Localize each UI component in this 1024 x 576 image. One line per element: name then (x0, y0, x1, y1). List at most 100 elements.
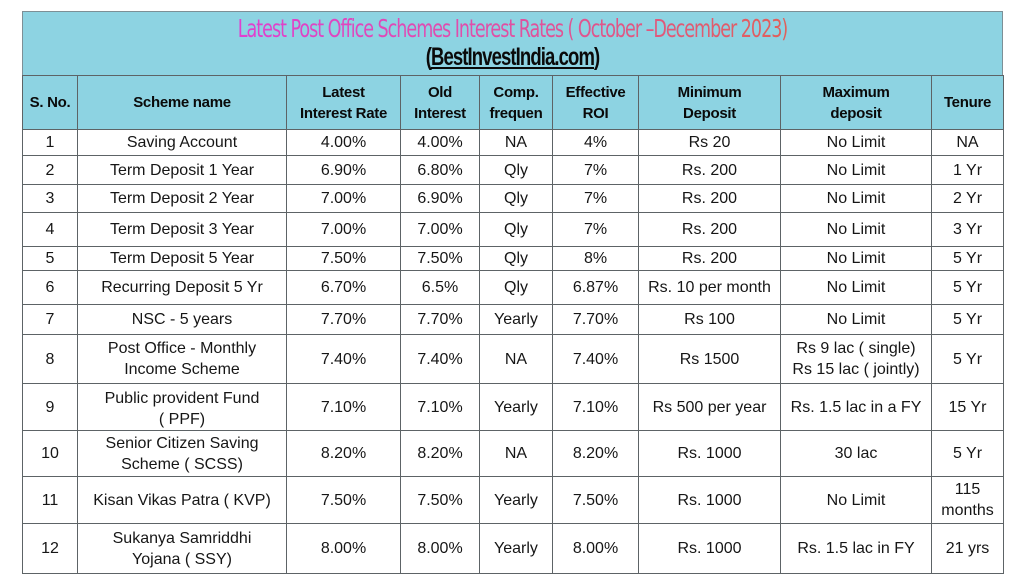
cell-sno: 4 (22, 212, 78, 247)
page-title-text: Latest Post Office Schemes Interest Rate… (237, 14, 788, 43)
table-row: 2 Term Deposit 1 Year 6.90% 6.80% Qly 7%… (22, 155, 1004, 185)
cell-sno: 5 (22, 246, 78, 271)
cell-old-interest: 7.10% (400, 383, 480, 431)
cell-latest-rate: 8.00% (286, 523, 401, 574)
column-header-old-interest: Old Interest (400, 75, 480, 130)
cell-scheme: Term Deposit 2 Year (77, 184, 287, 213)
cell-latest-rate: 6.70% (286, 270, 401, 305)
cell-maximum-deposit: No Limit (780, 476, 932, 524)
cell-maximum-deposit: No Limit (780, 270, 932, 305)
cell-comp-frequency: Qly (479, 212, 553, 247)
table-row: 5 Term Deposit 5 Year 7.50% 7.50% Qly 8%… (22, 246, 1004, 271)
cell-minimum-deposit: Rs. 1000 (638, 476, 781, 524)
cell-minimum-deposit: Rs 20 (638, 129, 781, 156)
cell-old-interest: 7.00% (400, 212, 480, 247)
cell-sno: 12 (22, 523, 78, 574)
table-row: 12 Sukanya Samriddhi Yojana ( SSY) 8.00% … (22, 523, 1004, 574)
cell-effective-roi: 7% (552, 184, 639, 213)
cell-scheme: Saving Account (77, 129, 287, 156)
cell-old-interest: 4.00% (400, 129, 480, 156)
page-title: Latest Post Office Schemes Interest Rate… (131, 15, 895, 43)
cell-latest-rate: 8.20% (286, 430, 401, 477)
cell-old-interest: 7.40% (400, 334, 480, 384)
cell-sno: 7 (22, 304, 78, 335)
cell-maximum-deposit: No Limit (780, 212, 932, 247)
cell-tenure: NA (931, 129, 1004, 156)
cell-scheme: Term Deposit 5 Year (77, 246, 287, 271)
cell-maximum-deposit: No Limit (780, 129, 932, 156)
cell-minimum-deposit: Rs 500 per year (638, 383, 781, 431)
cell-scheme: Public provident Fund( PPF) (77, 383, 287, 431)
table-row: 4 Term Deposit 3 Year 7.00% 7.00% Qly 7%… (22, 212, 1004, 247)
cell-tenure: 21 yrs (931, 523, 1004, 574)
cell-comp-frequency: Yearly (479, 304, 553, 335)
cell-tenure: 1 Yr (931, 155, 1004, 185)
cell-effective-roi: 8% (552, 246, 639, 271)
column-header-maximum-deposit: Maximum deposit (780, 75, 932, 130)
table-row: 6 Recurring Deposit 5 Yr 6.70% 6.5% Qly … (22, 270, 1004, 305)
cell-old-interest: 6.80% (400, 155, 480, 185)
cell-scheme: Kisan Vikas Patra ( KVP) (77, 476, 287, 524)
cell-latest-rate: 7.00% (286, 212, 401, 247)
cell-comp-frequency: Qly (479, 270, 553, 305)
subtitle-close-paren: ) (594, 43, 600, 71)
cell-old-interest: 8.20% (400, 430, 480, 477)
site-name-link[interactable]: BestInvestIndia.com (430, 43, 595, 71)
cell-sno: 11 (22, 476, 78, 524)
cell-comp-frequency: Qly (479, 184, 553, 213)
cell-minimum-deposit: Rs. 1000 (638, 523, 781, 574)
table-row: 1 Saving Account 4.00% 4.00% NA 4% Rs 20… (22, 129, 1004, 156)
cell-latest-rate: 7.00% (286, 184, 401, 213)
cell-old-interest: 8.00% (400, 523, 480, 574)
cell-old-interest: 7.70% (400, 304, 480, 335)
cell-tenure: 3 Yr (931, 212, 1004, 247)
cell-effective-roi: 8.20% (552, 430, 639, 477)
cell-old-interest: 7.50% (400, 476, 480, 524)
subtitle-open-paren: ( (425, 43, 432, 71)
interest-rates-table: S. No. Scheme name Latest Interest Rate O… (22, 75, 1004, 574)
cell-effective-roi: 7.40% (552, 334, 639, 384)
cell-maximum-deposit: Rs. 1.5 lac in a FY (780, 383, 932, 431)
cell-sno: 2 (22, 155, 78, 185)
cell-tenure: 115 months (931, 476, 1004, 524)
cell-latest-rate: 7.70% (286, 304, 401, 335)
cell-effective-roi: 7.50% (552, 476, 639, 524)
cell-maximum-deposit: 30 lac (780, 430, 932, 477)
cell-sno: 1 (22, 129, 78, 156)
cell-tenure: 5 Yr (931, 270, 1004, 305)
table-row: 10 Senior Citizen Saving Scheme ( SCSS) 8… (22, 430, 1004, 477)
cell-minimum-deposit: Rs 100 (638, 304, 781, 335)
cell-tenure: 5 Yr (931, 334, 1004, 384)
cell-scheme: Term Deposit 1 Year (77, 155, 287, 185)
cell-scheme: NSC - 5 years (77, 304, 287, 335)
cell-scheme: Post Office - Monthly Income Scheme (77, 334, 287, 384)
cell-sno: 9 (22, 383, 78, 431)
cell-minimum-deposit: Rs. 200 (638, 212, 781, 247)
cell-maximum-deposit: Rs. 1.5 lac in FY (780, 523, 932, 574)
cell-comp-frequency: Yearly (479, 523, 553, 574)
table-row: 7 NSC - 5 years 7.70% 7.70% Yearly 7.70%… (22, 304, 1004, 335)
cell-old-interest: 6.5% (400, 270, 480, 305)
cell-latest-rate: 7.10% (286, 383, 401, 431)
cell-maximum-deposit: No Limit (780, 246, 932, 271)
cell-latest-rate: 4.00% (286, 129, 401, 156)
cell-minimum-deposit: Rs. 200 (638, 184, 781, 213)
cell-effective-roi: 7.10% (552, 383, 639, 431)
cell-old-interest: 6.90% (400, 184, 480, 213)
cell-effective-roi: 7% (552, 212, 639, 247)
column-header-effective-roi: Effective ROI (552, 75, 639, 130)
cell-sno: 6 (22, 270, 78, 305)
cell-comp-frequency: Yearly (479, 476, 553, 524)
cell-tenure: 5 Yr (931, 246, 1004, 271)
table-row: 11 Kisan Vikas Patra ( KVP) 7.50% 7.50% … (22, 476, 1004, 524)
column-header-tenure: Tenure (931, 75, 1004, 130)
cell-comp-frequency: Qly (479, 246, 553, 271)
cell-comp-frequency: Yearly (479, 383, 553, 431)
title-banner: Latest Post Office Schemes Interest Rate… (22, 11, 1003, 77)
cell-scheme: Recurring Deposit 5 Yr (77, 270, 287, 305)
cell-old-interest: 7.50% (400, 246, 480, 271)
column-header-latest-rate: Latest Interest Rate (286, 75, 401, 130)
table-row: 9 Public provident Fund( PPF) 7.10% 7.10… (22, 383, 1004, 431)
column-header-minimum-deposit: Minimum Deposit (638, 75, 781, 130)
cell-minimum-deposit: Rs. 10 per month (638, 270, 781, 305)
